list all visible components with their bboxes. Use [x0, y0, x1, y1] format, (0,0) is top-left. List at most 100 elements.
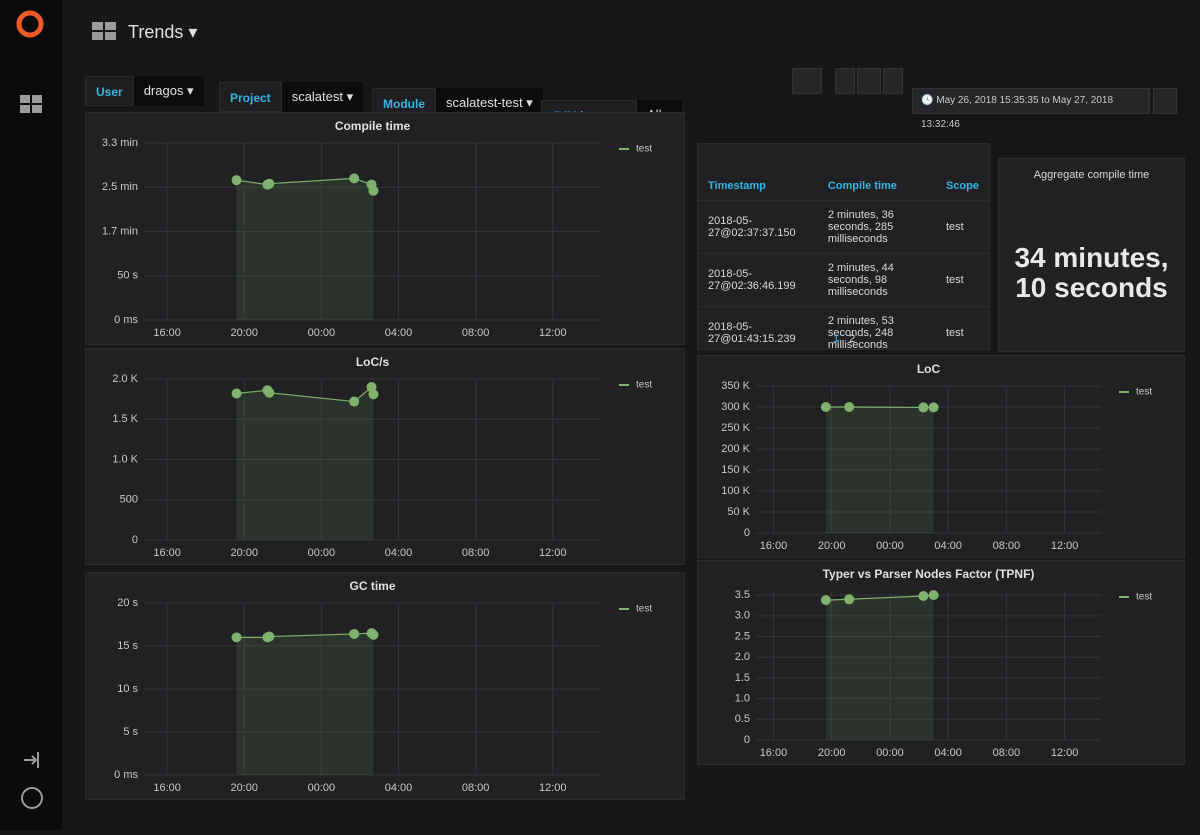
y-tick-label: 15 s — [117, 640, 138, 652]
prev-button[interactable] — [835, 68, 855, 94]
y-tick-label: 1.0 — [735, 693, 750, 705]
time-range: May 26, 2018 15:35:35 to May 27, 2018 13… — [921, 95, 1113, 130]
x-tick-label: 12:00 — [1051, 540, 1079, 552]
zoom-button[interactable] — [857, 68, 881, 94]
share-button[interactable] — [792, 68, 822, 94]
y-tick-label: 500 — [120, 494, 138, 506]
data-point — [821, 595, 831, 605]
y-tick-label: 3.0 — [735, 610, 750, 622]
data-point — [844, 594, 854, 604]
y-tick-label: 200 K — [721, 443, 750, 455]
y-tick-label: 5 s — [123, 726, 138, 738]
variable-value: scalatest ▾ — [282, 82, 363, 112]
sidebar-icons — [0, 0, 62, 830]
logo[interactable] — [19, 13, 41, 35]
x-tick-label: 12:00 — [539, 327, 567, 339]
singlestat-value: 34 minutes, 10 seconds — [1007, 243, 1176, 303]
y-tick-label: 1.7 min — [102, 225, 138, 237]
x-tick-label: 08:00 — [462, 327, 490, 339]
x-tick-label: 08:00 — [462, 547, 490, 559]
column-header: Timestamp — [698, 172, 818, 201]
data-point — [349, 629, 359, 639]
y-tick-label: 1.0 K — [112, 453, 138, 465]
y-tick-label: 1.5 — [735, 672, 750, 684]
data-point — [264, 388, 274, 398]
data-point — [232, 175, 242, 185]
x-tick-label: 20:00 — [818, 747, 846, 759]
y-tick-label: 20 s — [117, 597, 138, 609]
singlestat-title: Aggregate compile time — [999, 169, 1184, 181]
data-point — [349, 397, 359, 407]
table-cell: 2018-05-27@02:37:37.150 — [698, 201, 818, 254]
x-tick-label: 00:00 — [308, 547, 336, 559]
x-tick-label: 12:00 — [539, 782, 567, 794]
y-tick-label: 2.5 min — [102, 181, 138, 193]
data-point — [929, 402, 939, 412]
variable-label: User — [85, 76, 134, 106]
data-point — [264, 632, 274, 642]
y-tick-label: 2.0 — [735, 651, 750, 663]
time-picker[interactable]: 🕓 May 26, 2018 15:35:35 to May 27, 2018 … — [912, 88, 1150, 114]
page-link[interactable]: 1 — [833, 333, 839, 345]
sidebar — [0, 0, 62, 830]
panel-title: Typer vs Parser Nodes Factor (TPNF) — [823, 567, 1035, 581]
table-cell: 2018-05-27@01:43:15.239 — [698, 307, 818, 351]
dashboard-title[interactable]: Trends ▾ — [128, 22, 197, 43]
table-cell: test — [936, 201, 989, 254]
x-tick-label: 04:00 — [934, 747, 962, 759]
singlestat-panel: Aggregate compile time 34 minutes, 10 se… — [998, 158, 1185, 352]
data-point — [821, 402, 831, 412]
legend-label: test — [636, 144, 652, 155]
x-tick-label: 08:00 — [462, 782, 490, 794]
data-point — [368, 630, 378, 640]
dashboards-icon[interactable] — [20, 95, 42, 113]
refresh-button[interactable] — [1153, 88, 1177, 114]
area — [237, 387, 374, 540]
x-tick-label: 04:00 — [385, 327, 413, 339]
title-text: Trends — [128, 22, 183, 42]
panel-title: Compile time — [335, 119, 411, 133]
y-tick-label: 300 K — [721, 401, 750, 413]
legend-label: test — [1136, 387, 1152, 398]
sign-in-icon[interactable] — [24, 752, 38, 768]
table-cell: test — [936, 307, 989, 351]
panel-title: GC time — [349, 579, 395, 593]
value-text: scalatest — [292, 89, 343, 104]
x-tick-label: 16:00 — [153, 547, 181, 559]
variable-value: dragos ▾ — [134, 76, 204, 106]
next-button[interactable] — [883, 68, 903, 94]
help-icon[interactable] — [22, 788, 42, 808]
data-point — [844, 402, 854, 412]
data-point — [264, 179, 274, 189]
data-point — [232, 388, 242, 398]
column-header: Compile time — [818, 172, 936, 201]
x-tick-label: 16:00 — [760, 540, 788, 552]
legend-label: test — [636, 604, 652, 615]
data-point — [368, 389, 378, 399]
y-tick-label: 350 K — [721, 380, 750, 392]
variable-label: Project — [219, 82, 282, 112]
y-tick-label: 0 ms — [114, 314, 138, 326]
y-tick-label: 50 K — [727, 506, 750, 518]
page-link[interactable]: 2 — [849, 333, 855, 345]
x-tick-label: 12:00 — [1051, 747, 1079, 759]
data-point — [232, 632, 242, 642]
y-tick-label: 3.3 min — [102, 137, 138, 149]
table-cell: test — [936, 254, 989, 307]
x-tick-label: 00:00 — [876, 747, 904, 759]
x-tick-label: 00:00 — [308, 327, 336, 339]
y-tick-label: 3.5 — [735, 589, 750, 601]
y-tick-label: 100 K — [721, 485, 750, 497]
graph: Typer vs Parser Nodes Factor (TPNF)test0… — [698, 561, 1185, 765]
y-tick-label: 1.5 K — [112, 413, 138, 425]
area — [826, 595, 934, 740]
